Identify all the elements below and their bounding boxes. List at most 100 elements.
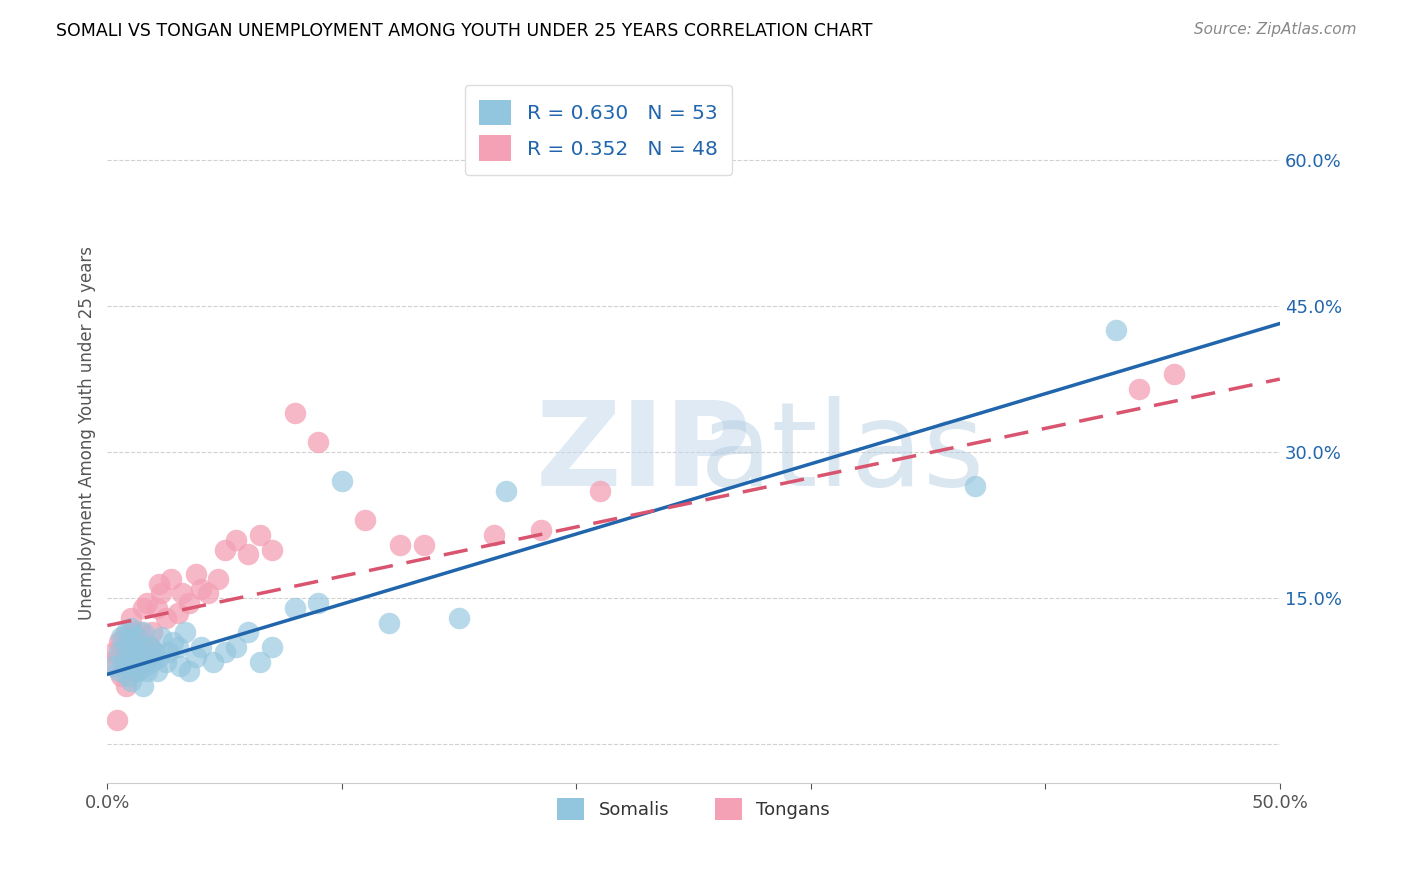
Point: [413, 538, 436, 552]
Point: [131, 640, 153, 654]
Point: [157, 645, 180, 659]
Point: [201, 655, 224, 669]
Point: [330, 475, 353, 489]
Point: [169, 659, 191, 673]
Point: [162, 635, 184, 649]
Point: [1163, 367, 1185, 381]
Text: ZIP: ZIP: [536, 396, 751, 511]
Point: [134, 649, 156, 664]
Point: [389, 538, 412, 552]
Point: [115, 679, 138, 693]
Point: [449, 611, 471, 625]
Point: [138, 640, 160, 654]
Point: [127, 649, 149, 664]
Text: atlas: atlas: [699, 396, 984, 511]
Point: [134, 655, 156, 669]
Point: [155, 611, 177, 625]
Point: [103, 659, 125, 673]
Point: [131, 640, 153, 654]
Point: [115, 625, 138, 640]
Point: [120, 674, 142, 689]
Point: [166, 640, 188, 654]
Point: [108, 665, 131, 679]
Point: [124, 630, 146, 644]
Point: [129, 625, 152, 640]
Point: [122, 625, 145, 640]
Point: [186, 649, 208, 664]
Point: [143, 645, 166, 659]
Point: [117, 669, 139, 683]
Point: [225, 533, 247, 547]
Point: [145, 665, 167, 679]
Point: [307, 596, 329, 610]
Point: [141, 655, 163, 669]
Point: [141, 625, 163, 640]
Point: [101, 655, 124, 669]
Point: [495, 484, 517, 499]
Point: [138, 640, 160, 654]
Point: [124, 665, 146, 679]
Point: [207, 572, 229, 586]
Point: [150, 630, 173, 644]
Point: [103, 645, 125, 659]
Text: Source: ZipAtlas.com: Source: ZipAtlas.com: [1194, 22, 1357, 37]
Text: SOMALI VS TONGAN UNEMPLOYMENT AMONG YOUTH UNDER 25 YEARS CORRELATION CHART: SOMALI VS TONGAN UNEMPLOYMENT AMONG YOUT…: [56, 22, 873, 40]
Point: [143, 645, 166, 659]
Point: [129, 655, 152, 669]
Point: [124, 659, 146, 673]
Point: [131, 679, 153, 693]
Legend: Somalis, Tongans: Somalis, Tongans: [548, 789, 839, 829]
Point: [155, 655, 177, 669]
Point: [110, 630, 132, 644]
Point: [1128, 382, 1150, 396]
Point: [148, 649, 170, 664]
Point: [108, 645, 131, 659]
Point: [112, 630, 135, 644]
Point: [172, 586, 194, 600]
Point: [131, 625, 153, 640]
Point: [249, 655, 271, 669]
Point: [117, 659, 139, 673]
Point: [173, 625, 195, 640]
Point: [110, 669, 132, 683]
Point: [166, 606, 188, 620]
Point: [260, 640, 283, 654]
Point: [354, 513, 377, 527]
Point: [589, 484, 612, 499]
Point: [1105, 323, 1128, 337]
Point: [122, 645, 145, 659]
Point: [963, 479, 986, 493]
Point: [307, 435, 329, 450]
Point: [120, 611, 142, 625]
Point: [134, 659, 156, 673]
Point: [115, 640, 138, 654]
Point: [179, 665, 201, 679]
Point: [150, 586, 173, 600]
Point: [131, 601, 153, 615]
Y-axis label: Unemployment Among Youth under 25 years: Unemployment Among Youth under 25 years: [79, 245, 96, 620]
Point: [236, 548, 259, 562]
Point: [120, 649, 142, 664]
Point: [214, 645, 236, 659]
Point: [127, 645, 149, 659]
Point: [484, 528, 506, 542]
Point: [108, 635, 131, 649]
Point: [284, 406, 307, 420]
Point: [105, 713, 128, 727]
Point: [225, 640, 247, 654]
Point: [148, 576, 170, 591]
Point: [249, 528, 271, 542]
Point: [159, 572, 181, 586]
Point: [378, 615, 401, 630]
Point: [190, 640, 212, 654]
Point: [145, 601, 167, 615]
Point: [260, 542, 283, 557]
Point: [190, 582, 212, 596]
Point: [186, 566, 208, 581]
Point: [136, 665, 159, 679]
Point: [112, 655, 135, 669]
Point: [284, 601, 307, 615]
Point: [120, 635, 142, 649]
Point: [136, 596, 159, 610]
Point: [179, 596, 201, 610]
